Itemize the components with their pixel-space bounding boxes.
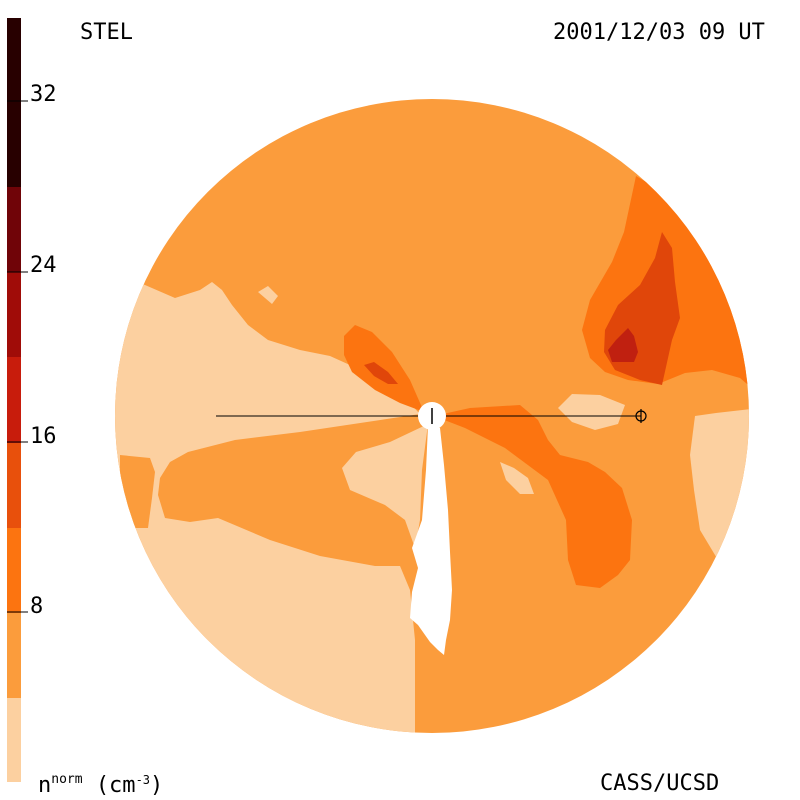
low-density-sliver-east <box>500 462 534 494</box>
colorbar-segment-0 <box>7 698 21 782</box>
credit-label: CASS/UCSD <box>600 771 720 796</box>
colorbar-label-32: 32 <box>30 82 57 107</box>
colorbar-segment-5 <box>7 272 21 357</box>
unit-exponent: -3 <box>135 773 151 787</box>
color-bar <box>7 18 28 782</box>
unit-superscript: norm <box>51 772 83 787</box>
unit-open: (cm <box>95 773 136 798</box>
colorbar-segment-2 <box>7 528 21 613</box>
density-lobe-northwest <box>344 325 424 412</box>
timestamp-label: 2001/12/03 09 UT <box>553 20 765 45</box>
colorbar-label-24: 24 <box>30 253 57 278</box>
unit-close: ) <box>150 773 164 798</box>
unit-base: n <box>38 773 52 798</box>
colorbar-segment-3 <box>7 443 21 528</box>
colorbar-segment-6 <box>7 187 21 272</box>
density-plume-southeast <box>434 405 632 588</box>
instrument-label: STEL <box>80 20 133 45</box>
earth-symbol <box>635 409 647 423</box>
density-core-northwest <box>364 362 398 384</box>
low-density-patch-east <box>558 394 625 430</box>
low-density-wedge-south <box>342 424 428 548</box>
density-peak-northeast <box>608 328 638 362</box>
sun-symbol <box>418 402 446 430</box>
colorbar-segment-1 <box>7 613 21 698</box>
unit-label: nnorm (cm-3) <box>38 773 163 797</box>
colorbar-segment-4 <box>7 357 21 443</box>
colorbar-label-16: 16 <box>30 424 57 449</box>
colorbar-segment-7 <box>7 18 21 187</box>
data-gap-region <box>410 426 452 655</box>
low-density-patch-north <box>258 286 278 304</box>
colorbar-label-8: 8 <box>30 594 44 619</box>
